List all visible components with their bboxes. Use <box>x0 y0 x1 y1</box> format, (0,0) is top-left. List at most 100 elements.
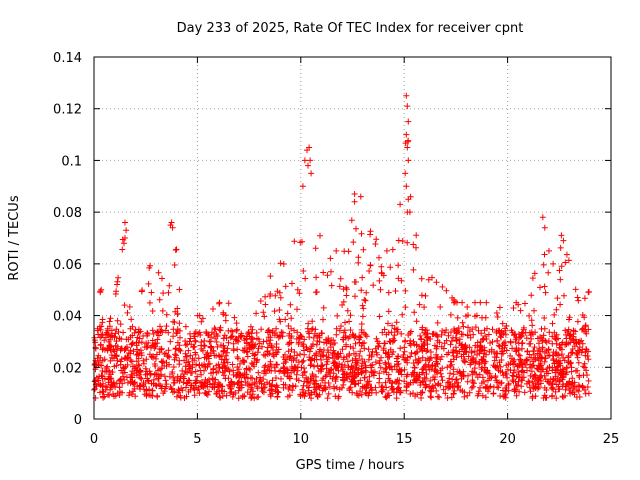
data-point <box>340 329 347 336</box>
data-point <box>398 371 405 378</box>
data-point <box>530 362 537 369</box>
data-point <box>170 333 177 340</box>
data-point <box>318 348 325 355</box>
data-point <box>328 337 335 343</box>
data-point <box>434 381 441 388</box>
data-point <box>369 387 375 394</box>
data-point <box>124 309 131 316</box>
data-point <box>177 347 184 354</box>
data-point <box>143 368 150 375</box>
data-point <box>107 357 114 364</box>
data-point <box>447 329 454 336</box>
data-point <box>582 352 589 359</box>
data-point <box>389 322 396 329</box>
data-point <box>403 387 410 394</box>
data-point <box>510 305 517 311</box>
data-point <box>443 287 450 294</box>
data-point <box>274 288 281 295</box>
data-point <box>305 378 312 385</box>
data-point <box>138 288 145 295</box>
data-point <box>439 283 446 290</box>
data-point <box>518 383 525 390</box>
data-point <box>386 353 393 360</box>
data-point <box>136 328 143 335</box>
data-point <box>186 366 192 372</box>
data-point <box>581 295 588 302</box>
data-point <box>246 391 253 398</box>
data-point <box>241 347 248 354</box>
data-point <box>163 383 170 390</box>
data-point <box>188 382 194 389</box>
data-point <box>397 368 404 375</box>
data-point <box>345 248 352 255</box>
data-point <box>450 366 457 373</box>
data-point <box>419 326 426 333</box>
data-point <box>519 345 525 352</box>
data-point <box>404 239 411 246</box>
data-point <box>234 346 241 353</box>
data-point <box>226 368 233 375</box>
data-point <box>220 372 227 379</box>
data-point <box>225 339 232 346</box>
data-point <box>389 387 396 393</box>
data-point <box>91 378 98 385</box>
data-point <box>265 327 272 333</box>
data-point <box>428 384 435 391</box>
data-point <box>260 351 267 358</box>
data-point <box>223 335 230 342</box>
data-point <box>350 332 357 339</box>
data-point <box>537 284 543 291</box>
data-point <box>531 344 538 351</box>
data-point <box>176 320 183 327</box>
data-point <box>429 274 435 281</box>
data-point <box>520 326 527 333</box>
data-point <box>354 366 361 373</box>
data-point <box>393 395 400 402</box>
data-point <box>121 302 128 309</box>
data-point <box>419 354 426 361</box>
data-point <box>114 357 121 364</box>
data-point <box>360 305 367 312</box>
data-point <box>541 251 548 258</box>
data-point <box>270 347 277 353</box>
data-point <box>154 329 160 336</box>
data-point <box>266 350 273 357</box>
data-point <box>413 232 420 239</box>
data-point <box>563 331 569 338</box>
data-point <box>383 350 390 357</box>
data-point <box>494 337 500 344</box>
data-point <box>563 365 570 372</box>
data-point <box>428 354 434 361</box>
data-point <box>238 333 245 340</box>
data-point <box>574 367 581 374</box>
data-point <box>324 395 331 402</box>
data-point <box>308 361 315 368</box>
data-point <box>162 327 169 334</box>
data-point <box>512 360 518 367</box>
data-point <box>299 372 306 379</box>
data-point <box>418 336 425 343</box>
data-point <box>391 332 398 339</box>
data-point <box>294 286 301 293</box>
data-point <box>555 352 562 359</box>
data-point <box>584 384 591 390</box>
data-point <box>407 353 414 360</box>
data-point <box>528 317 535 324</box>
data-point <box>502 391 509 398</box>
data-point <box>575 297 582 304</box>
data-point <box>163 363 170 370</box>
data-point <box>515 347 522 353</box>
data-point <box>151 361 158 367</box>
data-point <box>103 365 110 371</box>
data-point <box>447 370 453 377</box>
data-point <box>224 345 231 352</box>
data-point <box>157 372 164 379</box>
data-point <box>156 349 163 356</box>
data-point <box>579 326 585 333</box>
data-point <box>99 319 106 326</box>
data-point <box>541 224 548 231</box>
data-point <box>434 337 441 344</box>
data-point <box>131 385 138 392</box>
data-point <box>174 311 181 318</box>
data-point <box>240 359 247 365</box>
